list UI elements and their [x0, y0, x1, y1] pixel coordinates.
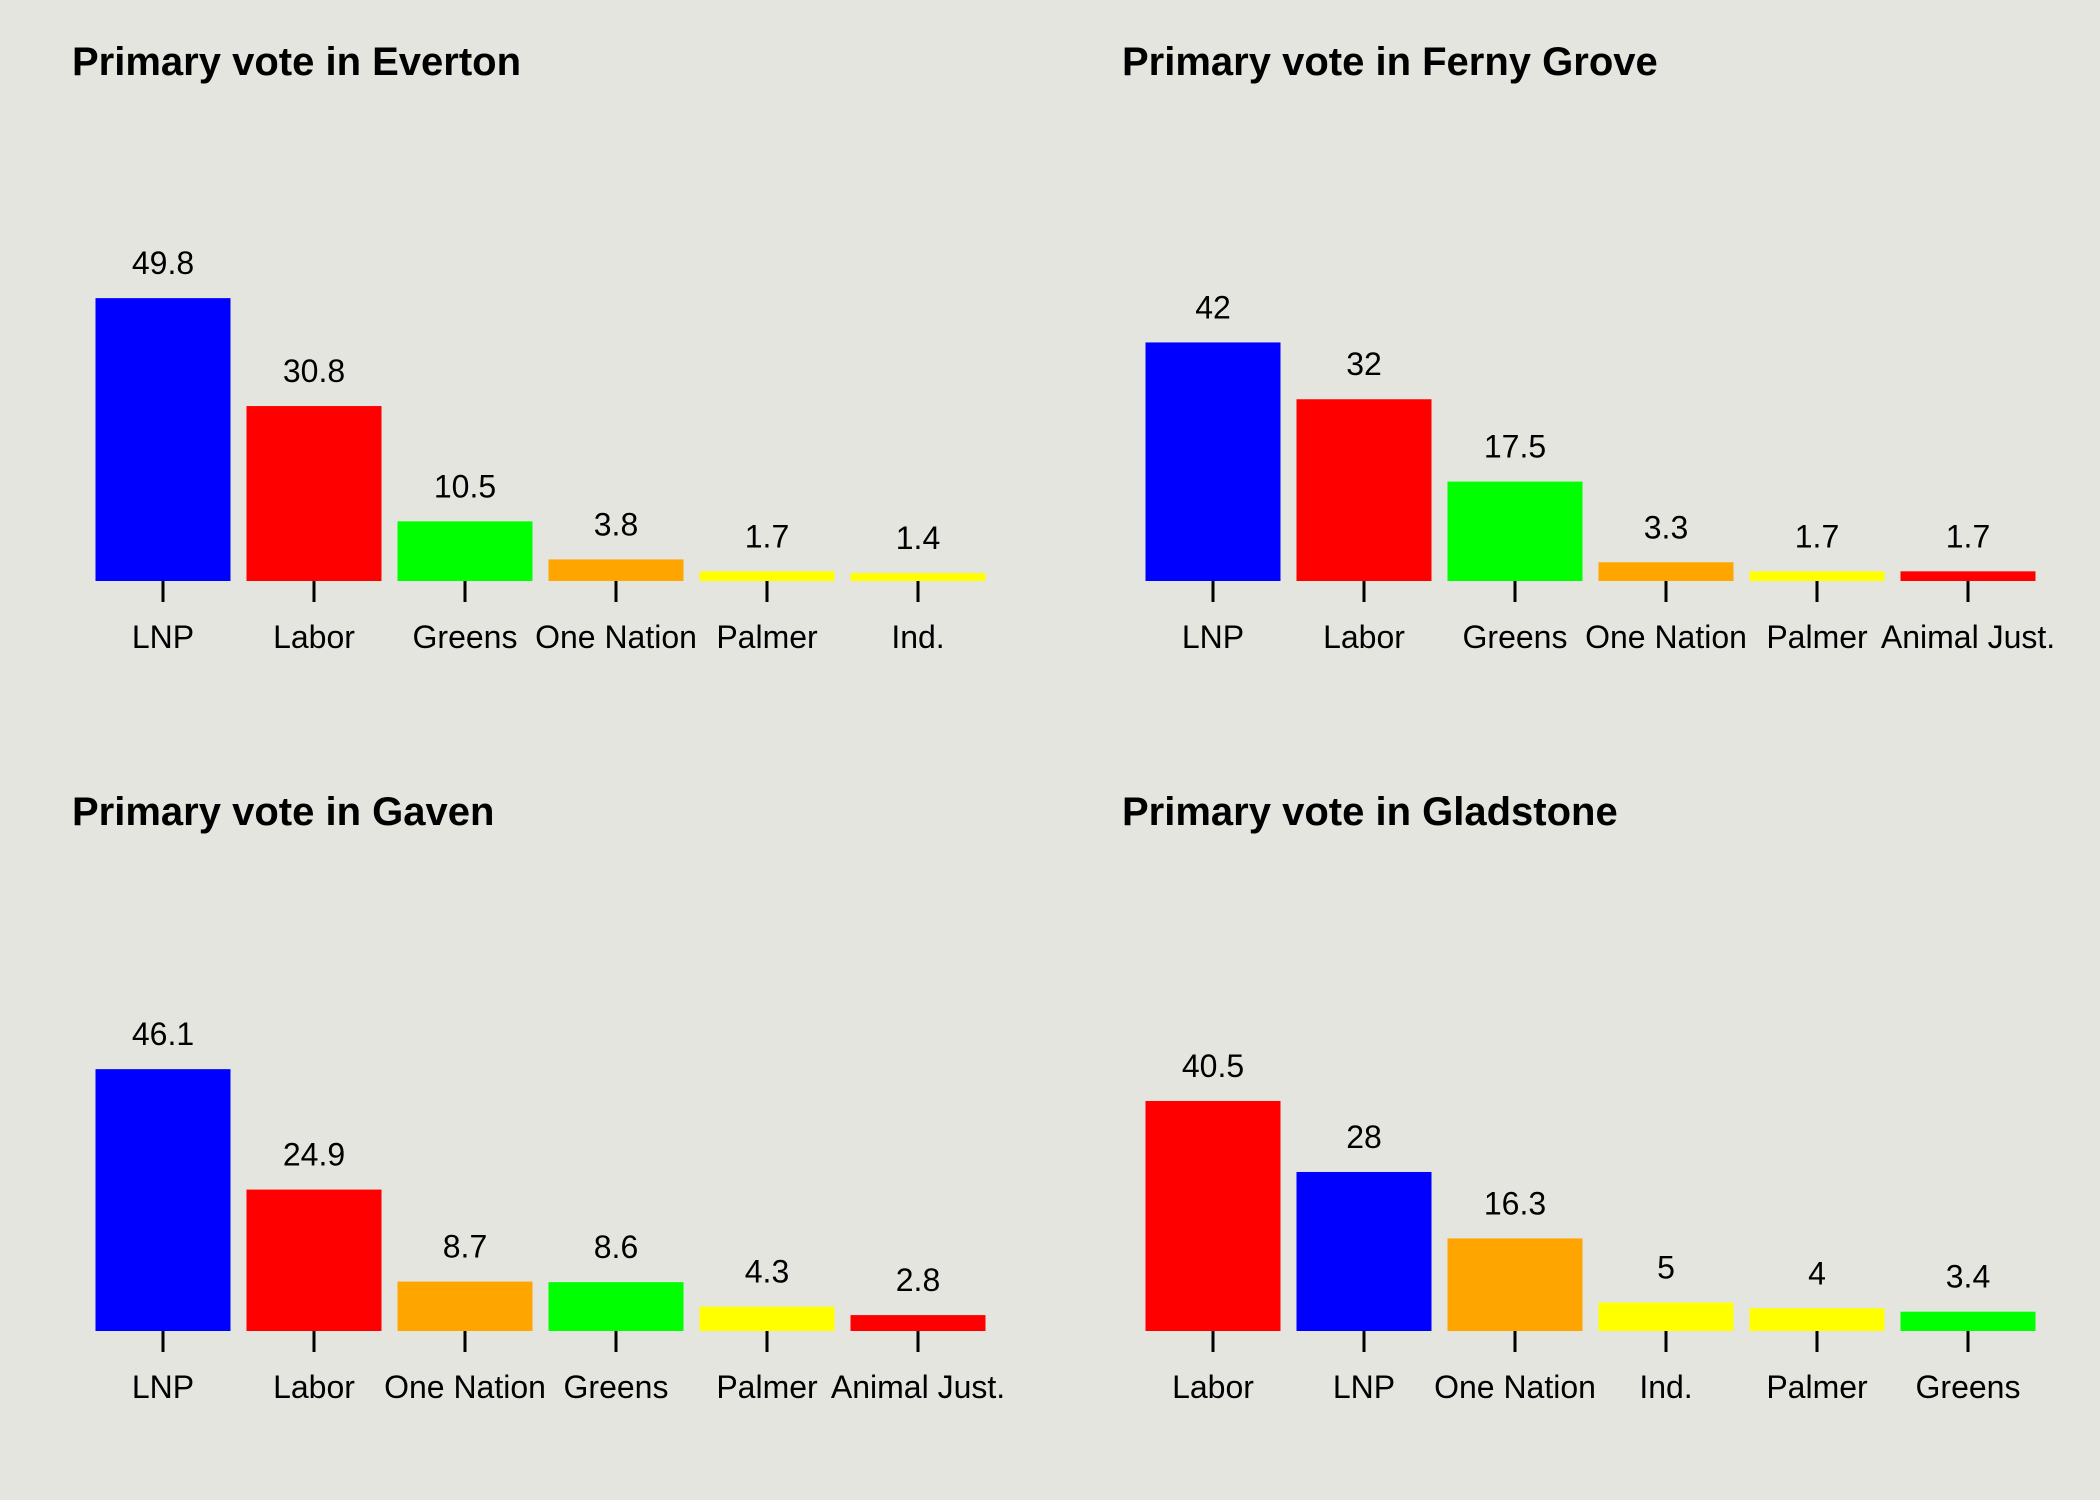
x-tick-label: LNP	[132, 1369, 194, 1405]
bar-value-label: 8.7	[443, 1229, 487, 1265]
bar-value-label: 40.5	[1182, 1048, 1244, 1084]
x-tick-label: One Nation	[535, 619, 697, 655]
x-tick-label: Ind.	[1639, 1369, 1692, 1405]
bar-value-label: 10.5	[434, 468, 496, 504]
bar-value-label: 32	[1346, 346, 1382, 382]
x-tick-label: One Nation	[1585, 619, 1747, 655]
x-tick-label: Greens	[413, 619, 518, 655]
bar-lnp	[1145, 342, 1281, 581]
bar-value-label: 4.3	[745, 1254, 789, 1290]
x-tick-label: LNP	[1333, 1369, 1395, 1405]
bar-one-nation	[1598, 562, 1734, 581]
bar-labor	[246, 406, 382, 581]
chart-title: Primary vote in Ferny Grove	[1122, 40, 1658, 84]
chart-panel-ferny-grove: Primary vote in Ferny Grove 42 LNP 32 Labor…	[1050, 0, 2100, 750]
x-tick-label: Palmer	[1766, 1369, 1868, 1405]
x-tick-label: Palmer	[716, 1369, 818, 1405]
bar-chart-ferny-grove: 42 LNP 32 Labor 17.5 Greens 3.3 One Nation 1.7 Pa…	[1145, 289, 2055, 655]
bar-value-label: 24.9	[283, 1137, 345, 1173]
chart-panel-gladstone: Primary vote in Gladstone 40.5 Labor 28 LNP…	[1050, 750, 2100, 1500]
bar-animal-just	[1900, 571, 2036, 581]
bar-greens	[397, 521, 533, 581]
x-tick-label: One Nation	[384, 1369, 546, 1405]
bar-palmer	[1749, 571, 1885, 581]
bar-one-nation	[1447, 1238, 1583, 1331]
x-tick-label: One Nation	[1434, 1369, 1596, 1405]
x-tick-label: Labor	[273, 619, 355, 655]
x-tick-label: Labor	[1323, 619, 1405, 655]
bar-lnp	[1296, 1171, 1432, 1331]
x-tick-label: Labor	[1172, 1369, 1254, 1405]
chart-title: Primary vote in Gaven	[72, 790, 495, 834]
bar-value-label: 1.7	[745, 518, 789, 554]
x-tick-label: Palmer	[716, 619, 818, 655]
bar-labor	[1296, 399, 1432, 581]
bar-ind	[1598, 1302, 1734, 1331]
bar-value-label: 8.6	[594, 1229, 638, 1265]
bar-value-label: 5	[1657, 1250, 1675, 1286]
bar-chart-gladstone: 40.5 Labor 28 LNP 16.3 One Nation 5 Ind. 4 Palmer…	[1145, 1048, 2036, 1405]
bar-one-nation	[548, 559, 684, 581]
x-tick-label: Palmer	[1766, 619, 1868, 655]
bar-value-label: 1.7	[1946, 518, 1990, 554]
x-tick-label: Ind.	[891, 619, 944, 655]
bar-lnp	[95, 298, 231, 581]
bar-palmer	[699, 1306, 835, 1331]
bar-value-label: 46.1	[132, 1016, 194, 1052]
x-tick-label: Greens	[564, 1369, 669, 1405]
bar-value-label: 17.5	[1484, 429, 1546, 465]
chart-title: Primary vote in Everton	[72, 40, 522, 84]
bar-value-label: 3.4	[1946, 1259, 1990, 1295]
bar-value-label: 3.8	[594, 506, 638, 542]
bar-palmer	[699, 571, 835, 581]
bar-lnp	[95, 1069, 231, 1331]
bar-value-label: 42	[1195, 289, 1231, 325]
bar-value-label: 3.3	[1644, 509, 1688, 545]
bar-animal-just	[850, 1315, 986, 1331]
x-tick-label: LNP	[1182, 619, 1244, 655]
chart-panel-gaven: Primary vote in Gaven 46.1 LNP 24.9 Labor 8.…	[0, 750, 1050, 1500]
bar-one-nation	[397, 1281, 533, 1331]
bar-ind	[850, 573, 986, 581]
bar-labor	[1145, 1100, 1281, 1331]
x-tick-label: Greens	[1463, 619, 1568, 655]
bar-value-label: 1.7	[1795, 518, 1839, 554]
bar-value-label: 49.8	[132, 245, 194, 281]
bar-value-label: 4	[1808, 1255, 1826, 1291]
bar-palmer	[1749, 1308, 1885, 1331]
bar-greens	[548, 1282, 684, 1331]
bar-labor	[246, 1189, 382, 1331]
chart-title: Primary vote in Gladstone	[1122, 790, 1618, 834]
x-tick-label: Labor	[273, 1369, 355, 1405]
bar-greens	[1447, 481, 1583, 581]
x-tick-label: Greens	[1916, 1369, 2021, 1405]
x-tick-label: Animal Just.	[1881, 619, 2055, 655]
x-tick-label: LNP	[132, 619, 194, 655]
bar-chart-everton: 49.8 LNP 30.8 Labor 10.5 Greens 3.8 One Nation 1…	[95, 245, 986, 655]
bar-greens	[1900, 1311, 2036, 1331]
bar-value-label: 16.3	[1484, 1185, 1546, 1221]
chart-panel-everton: Primary vote in Everton 49.8 LNP 30.8 Labor…	[0, 0, 1050, 750]
x-tick-label: Animal Just.	[831, 1369, 1005, 1405]
bar-value-label: 2.8	[896, 1262, 940, 1298]
bar-value-label: 28	[1346, 1119, 1382, 1155]
bar-value-label: 1.4	[896, 520, 940, 556]
bar-chart-gaven: 46.1 LNP 24.9 Labor 8.7 One Nation 8.6 Greens 4.…	[95, 1016, 1005, 1405]
bar-value-label: 30.8	[283, 353, 345, 389]
